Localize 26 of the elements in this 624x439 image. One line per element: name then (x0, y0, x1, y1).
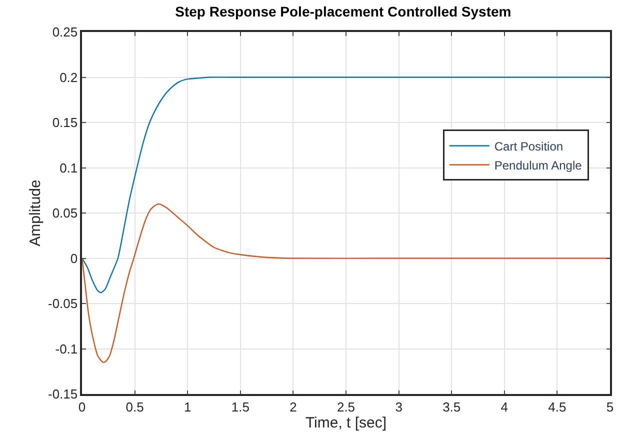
x-axis-title: Time, t [sec] (305, 414, 387, 432)
y-tick-label: 0.1 (60, 160, 78, 176)
x-tick-label: 4.5 (548, 399, 566, 414)
line-series (82, 203, 610, 363)
y-tick-label: 0.15 (52, 115, 78, 130)
y-tick-label: 0.25 (52, 24, 78, 40)
x-tick-label: 5 (606, 399, 614, 414)
x-tick-label: 3.5 (442, 399, 461, 414)
x-tick-label: 2 (290, 399, 297, 414)
y-axis-title: Amplitude (26, 180, 44, 246)
y-tick-label: 0 (70, 250, 78, 266)
x-tick-label: 4 (500, 399, 508, 414)
y-tick-label: -0.1 (55, 341, 78, 356)
x-tick-label: 2.5 (336, 399, 356, 414)
x-tick-label: 1 (184, 399, 192, 414)
y-tick-label: 0.2 (60, 70, 78, 85)
x-tick-label: 3 (395, 399, 402, 414)
legend-label: Cart Position (494, 139, 564, 154)
line-series (82, 76, 610, 294)
y-tick-label: -0.15 (48, 386, 78, 402)
x-tick-label: 0.5 (126, 399, 144, 414)
y-tick-label: -0.05 (48, 296, 78, 312)
y-tick-label: 0.05 (52, 206, 78, 221)
chart-title: Step Response Pole-placement Controlled System (175, 3, 512, 20)
legend-label: Pendulum Angle (494, 158, 582, 172)
x-tick-label: 1.5 (231, 399, 250, 414)
